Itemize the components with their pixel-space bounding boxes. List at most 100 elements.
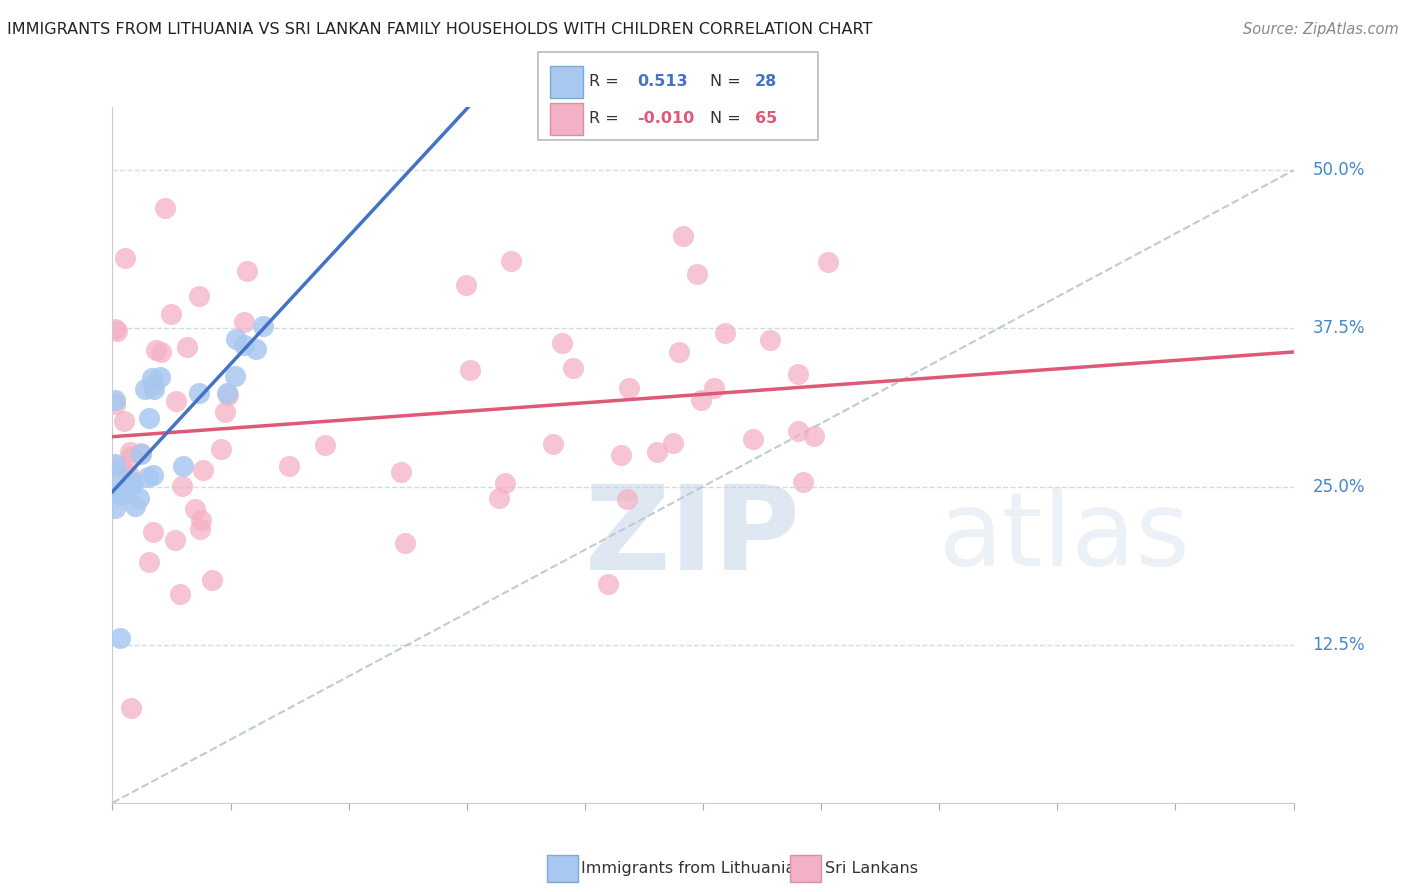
Point xyxy=(616,491,638,506)
Text: Sri Lankans: Sri Lankans xyxy=(825,862,918,876)
Text: Immigrants from Lithuania: Immigrants from Lithuania xyxy=(581,862,794,876)
Point xyxy=(107,467,129,482)
Text: Source: ZipAtlas.com: Source: ZipAtlas.com xyxy=(1243,22,1399,37)
Point xyxy=(108,459,131,474)
Point xyxy=(190,513,212,527)
Point xyxy=(138,555,160,569)
Point xyxy=(136,470,159,484)
Point xyxy=(191,463,214,477)
Point xyxy=(217,385,239,400)
Point xyxy=(703,381,725,395)
Point xyxy=(120,450,142,465)
Point xyxy=(758,333,780,347)
Point xyxy=(160,307,183,321)
Point xyxy=(163,533,186,548)
Text: 65: 65 xyxy=(755,111,778,126)
Point xyxy=(142,468,165,483)
Point xyxy=(252,318,274,333)
Point xyxy=(501,253,523,268)
Point xyxy=(153,201,176,215)
Text: N =: N = xyxy=(710,111,741,126)
Point xyxy=(138,411,160,425)
Text: 28: 28 xyxy=(755,74,778,89)
Point xyxy=(214,405,236,419)
Point xyxy=(314,437,336,451)
Text: R =: R = xyxy=(589,74,619,89)
Point xyxy=(104,396,127,410)
Point xyxy=(176,340,198,354)
Point xyxy=(104,457,127,471)
Text: 50.0%: 50.0% xyxy=(1312,161,1365,179)
Point xyxy=(224,369,246,384)
Point xyxy=(617,381,640,395)
Point xyxy=(645,444,668,458)
Point xyxy=(124,499,146,513)
Point xyxy=(742,432,765,446)
Point xyxy=(104,392,127,407)
Point xyxy=(188,522,211,536)
Text: -0.010: -0.010 xyxy=(637,111,695,126)
Point xyxy=(172,458,194,473)
Text: IMMIGRANTS FROM LITHUANIA VS SRI LANKAN FAMILY HOUSEHOLDS WITH CHILDREN CORRELAT: IMMIGRANTS FROM LITHUANIA VS SRI LANKAN … xyxy=(7,22,872,37)
Point xyxy=(149,370,172,384)
Point xyxy=(672,228,695,243)
Point xyxy=(786,424,808,438)
Point xyxy=(129,447,152,461)
Point xyxy=(217,388,239,402)
Point xyxy=(120,701,142,715)
Point xyxy=(201,573,224,587)
Point xyxy=(389,465,412,479)
Point xyxy=(662,436,685,450)
Point xyxy=(817,255,839,269)
Point xyxy=(394,535,416,549)
Point xyxy=(278,458,301,473)
Text: R =: R = xyxy=(589,111,619,126)
Point xyxy=(117,467,139,482)
Point xyxy=(129,446,152,460)
Point xyxy=(128,491,150,505)
Point xyxy=(143,383,166,397)
Point xyxy=(121,477,143,491)
Point xyxy=(112,414,135,428)
Text: 37.5%: 37.5% xyxy=(1312,319,1365,337)
Point xyxy=(118,444,141,458)
Point xyxy=(121,475,143,489)
Text: 0.513: 0.513 xyxy=(637,74,688,89)
Point xyxy=(188,385,211,400)
Point xyxy=(141,371,163,385)
Point xyxy=(165,394,187,409)
Point xyxy=(142,525,165,540)
Point xyxy=(150,344,173,359)
Point xyxy=(183,501,205,516)
Point xyxy=(105,324,128,338)
Point xyxy=(494,476,516,491)
Text: N =: N = xyxy=(710,74,741,89)
Point xyxy=(668,345,690,359)
Point xyxy=(145,343,167,357)
Point xyxy=(169,587,191,601)
Point xyxy=(561,361,583,376)
Point xyxy=(170,479,193,493)
Point xyxy=(690,392,713,407)
Point xyxy=(105,486,128,500)
Point xyxy=(134,382,156,396)
Point xyxy=(209,442,232,457)
Text: 12.5%: 12.5% xyxy=(1312,636,1365,654)
Text: ZIP: ZIP xyxy=(585,480,801,595)
Point xyxy=(245,342,267,356)
Point xyxy=(141,378,163,392)
Point xyxy=(236,264,259,278)
Point xyxy=(454,277,477,292)
Point xyxy=(233,338,256,352)
Point xyxy=(714,326,737,341)
Point xyxy=(792,475,814,490)
Point xyxy=(104,501,127,516)
Point xyxy=(188,289,211,303)
Point xyxy=(551,335,574,350)
Point xyxy=(543,437,565,451)
Point xyxy=(114,251,136,265)
Point xyxy=(104,322,127,336)
Point xyxy=(111,488,134,502)
Text: 25.0%: 25.0% xyxy=(1312,477,1365,496)
Point xyxy=(108,632,131,646)
